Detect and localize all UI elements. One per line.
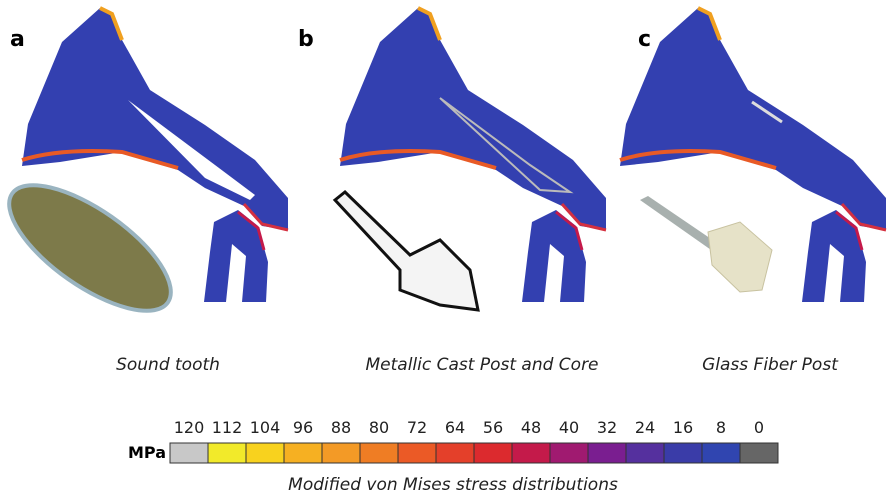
scale-label: 16 [673,418,693,437]
panel-caption: Metallic Cast Post and Core [365,355,598,375]
panel-caption: Sound tooth [116,355,220,375]
scale-label: 8 [716,418,726,437]
scale-swatch [549,442,589,464]
scale-swatch [359,442,399,464]
panel-letter: c [638,27,651,52]
scale-swatch [397,442,437,464]
scale-swatch [169,442,209,464]
scale-swatch [511,442,551,464]
scale-label: 64 [445,418,465,437]
canal [128,100,255,200]
fiber-rod [640,196,720,252]
scale-swatch [739,442,779,464]
scale-label: 120 [174,418,205,437]
scale-label: 104 [250,418,281,437]
scale-label: 56 [483,418,503,437]
panel-c: c Glass Fiber Post [618,6,888,375]
panel-caption: Glass Fiber Post [702,355,839,375]
scale-swatch [625,442,665,464]
scale-swatch [473,442,513,464]
color-scale: MPa Modified von Mises stress distributi… [128,418,779,495]
scale-label: 88 [331,418,351,437]
fiber-core [707,221,773,293]
scale-label: 0 [754,418,764,437]
scale-label: 112 [212,418,243,437]
scale-swatch [663,442,703,464]
panel-letter: b [298,27,314,52]
scale-label: 96 [293,418,313,437]
scale-label: 72 [407,418,427,437]
panel-b: b Metallic Cast Post and Core [298,6,608,375]
scale-swatch [321,442,361,464]
scale-label: 32 [597,418,617,437]
scale-label: 24 [635,418,655,437]
panel-letter: a [10,27,25,52]
scale-swatch [701,442,741,464]
metal-post [332,190,480,312]
panel-a: a Sound tooth [7,6,290,375]
scale-label: 40 [559,418,579,437]
unit-label: MPa [128,443,166,462]
scale-swatch [245,442,285,464]
scale-swatch [587,442,627,464]
post-outline [439,97,574,194]
scale-label: 48 [521,418,541,437]
scale-label: 80 [369,418,389,437]
tooth-photo [7,183,173,313]
tooth-model [338,6,608,304]
scale-swatch [435,442,475,464]
scale-swatch [207,442,247,464]
scale-caption: Modified von Mises stress distributions [288,475,618,495]
fiber-post-outline [751,100,783,124]
scale-swatch [283,442,323,464]
